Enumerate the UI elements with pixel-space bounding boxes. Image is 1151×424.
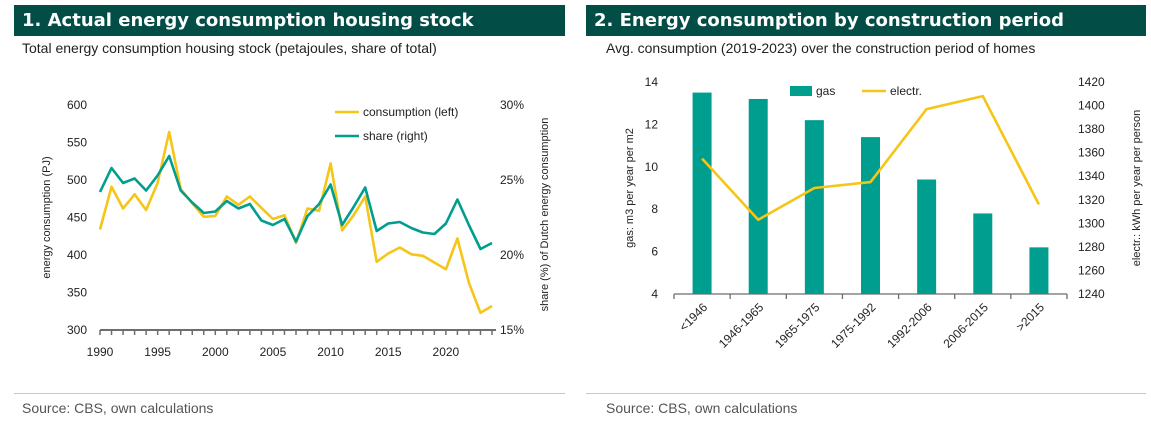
- y-left-tick-label: 400: [67, 248, 87, 262]
- legend-swatch: [790, 86, 812, 96]
- x-tick-label: 2015: [375, 345, 402, 359]
- y-right-tick-label: 15%: [500, 323, 524, 337]
- x-tick-label: <1946: [676, 300, 710, 334]
- x-tick-label: 1975-1992: [828, 300, 879, 351]
- y-left-tick-label: 500: [67, 173, 87, 187]
- x-tick-label: 2005: [260, 345, 287, 359]
- x-tick-label: 1995: [144, 345, 171, 359]
- y-left-tick-label: 8: [651, 202, 658, 216]
- y-right-tick-label: 1420: [1078, 75, 1105, 89]
- x-tick-label: 1946-1965: [716, 300, 767, 351]
- y-right-tick-label: 1340: [1078, 169, 1105, 183]
- y-left-tick-label: 14: [645, 75, 659, 89]
- legend-label: share (right): [363, 129, 428, 143]
- legend-label: consumption (left): [363, 105, 458, 119]
- bar-gas: [917, 179, 937, 294]
- y-left-tick-label: 4: [651, 287, 658, 301]
- legend-label: gas: [816, 84, 835, 98]
- right-panel: 2. Energy consumption by construction pe…: [586, 0, 1151, 424]
- y-right-tick-label: 1400: [1078, 99, 1105, 113]
- left-panel: 1. Actual energy consumption housing sto…: [0, 0, 570, 424]
- left-subtitle: Total energy consumption housing stock (…: [22, 40, 437, 56]
- y-left-tick-label: 10: [645, 160, 659, 174]
- right-divider: [586, 393, 1146, 394]
- y-right-axis-label: share (%) of Dutch energy consumption: [539, 118, 551, 312]
- y-right-tick-label: 1240: [1078, 287, 1105, 301]
- x-tick-label: 2000: [202, 345, 229, 359]
- bar-gas: [804, 120, 824, 294]
- y-right-tick-label: 1320: [1078, 193, 1105, 207]
- x-tick-label: 2006-2015: [940, 300, 991, 351]
- left-divider: [14, 393, 565, 394]
- x-tick-label: 2010: [317, 345, 344, 359]
- y-left-tick-label: 550: [67, 136, 87, 150]
- bar-gas: [861, 137, 880, 294]
- y-left-tick-label: 6: [651, 245, 658, 259]
- y-right-tick-label: 25%: [500, 173, 524, 187]
- y-right-tick-label: 20%: [500, 248, 524, 262]
- left-title-bar: 1. Actual energy consumption housing sto…: [14, 5, 565, 36]
- bar-gas: [748, 98, 768, 295]
- y-right-tick-label: 30%: [500, 98, 524, 112]
- left-source: Source: CBS, own calculations: [22, 400, 214, 416]
- x-tick-label: 1992-2006: [884, 300, 935, 351]
- bar-gas: [1029, 247, 1049, 294]
- right-subtitle: Avg. consumption (2019-2023) over the co…: [606, 40, 1036, 56]
- y-right-tick-label: 1380: [1078, 122, 1105, 136]
- series-line: [98, 130, 493, 315]
- bar-gas: [973, 213, 993, 294]
- y-left-axis-label: energy consumption (PJ): [41, 156, 53, 278]
- x-tick-label: >2015: [1013, 300, 1047, 334]
- bar-gas: [692, 92, 712, 294]
- series-line-electr: [701, 94, 1041, 222]
- legend-label: electr.: [890, 84, 922, 98]
- y-left-tick-label: 12: [645, 117, 659, 131]
- y-right-tick-label: 1260: [1078, 263, 1105, 277]
- right-title-bar: 2. Energy consumption by construction pe…: [586, 5, 1146, 36]
- series-line: [98, 154, 493, 251]
- y-left-tick-label: 350: [67, 286, 87, 300]
- y-left-axis-label: gas: m3 per year per m2: [624, 128, 636, 248]
- x-tick-label: 2020: [433, 345, 460, 359]
- x-tick-label: 1965-1975: [772, 300, 823, 351]
- y-right-tick-label: 1280: [1078, 240, 1105, 254]
- y-left-tick-label: 300: [67, 323, 87, 337]
- left-title: 1. Actual energy consumption housing sto…: [22, 10, 474, 31]
- y-right-tick-label: 1300: [1078, 216, 1105, 230]
- right-source: Source: CBS, own calculations: [606, 400, 798, 416]
- y-right-axis-label: electr.: kWh per year per person: [1131, 110, 1143, 267]
- right-title: 2. Energy consumption by construction pe…: [594, 10, 1064, 31]
- y-right-tick-label: 1360: [1078, 146, 1105, 160]
- x-tick-label: 1990: [87, 345, 114, 359]
- y-left-tick-label: 600: [67, 98, 87, 112]
- y-left-tick-label: 450: [67, 211, 87, 225]
